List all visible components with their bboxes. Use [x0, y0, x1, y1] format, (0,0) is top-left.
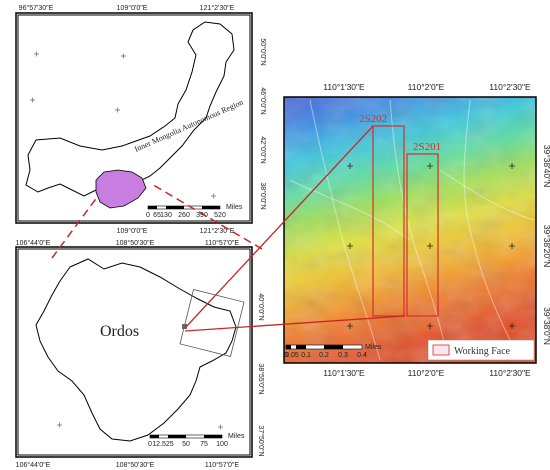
right-lat-label: 40°0'0"N	[257, 293, 265, 320]
bottom-lon-label: 121°2'30"E	[200, 227, 235, 235]
legend-swatch	[432, 344, 450, 356]
map-border	[15, 246, 253, 458]
face-label-2s202: 2S202	[359, 113, 387, 125]
scale-tick: 50	[182, 441, 190, 448]
region-label: Ordos	[100, 323, 139, 340]
top-lon-label: 106°44'0"E	[16, 239, 51, 247]
working-face-2s201	[406, 153, 439, 317]
scale-tick: 100	[216, 441, 228, 448]
scale-tick: 0.4	[357, 352, 367, 359]
right-lat-label: 38°0'0"N	[259, 182, 267, 209]
right-lat-label: 39°38'40"N	[542, 145, 550, 188]
elevation-raster	[284, 97, 536, 363]
top-lon-label: 110°57'0"E	[205, 239, 239, 247]
top-lon-label: 108°50'30"E	[116, 239, 155, 247]
bottom-lon-label: 106°44'0"E	[16, 461, 51, 469]
top-lon-label: 110°2'30"E	[489, 82, 531, 92]
scale-tick: 75	[200, 441, 208, 448]
bottom-lon-label: 110°2'0"E	[408, 368, 445, 378]
top-lon-label: 96°57'30"E	[19, 4, 54, 12]
right-lat-label: 39°38'0"N	[542, 307, 550, 345]
bottom-lon-label: 109°0'0"E	[117, 227, 148, 235]
top-lon-label: 110°2'0"E	[408, 82, 445, 92]
right-lat-label: 46°0'0"N	[259, 87, 267, 114]
map-border	[15, 12, 253, 224]
legend-label: Working Face	[454, 346, 511, 357]
right-lat-label: 39°38'20"N	[542, 225, 550, 268]
scale-tick: 0.3	[338, 352, 348, 359]
scale-tick: 260	[178, 212, 190, 219]
scale-tick: 0.1	[301, 352, 311, 359]
scale-tick: 0	[148, 441, 152, 448]
scale-tick: 0.2	[319, 352, 329, 359]
scale-tick: 0	[284, 352, 288, 359]
bottom-lon-label: 110°1'30"E	[323, 368, 365, 378]
ordos-highlight	[95, 169, 147, 209]
bottom-lon-label: 110°57'0"E	[205, 461, 239, 469]
scale-tick: 0.05	[285, 352, 299, 359]
top-lon-label: 121°2'30"E	[200, 4, 235, 12]
scale-tick: 12.525	[152, 441, 174, 448]
ordos-map: 106°44'0"E 108°50'30"E 110°57'0"E Ordos …	[0, 237, 270, 470]
face-label-2s201: 2S201	[413, 141, 441, 153]
top-lon-label: 109°0'0"E	[117, 4, 148, 12]
mine-marker	[182, 324, 187, 329]
scale-unit: Miles	[365, 344, 382, 351]
scale-unit: Miles	[228, 433, 245, 440]
right-lat-label: 50°0'0"N	[259, 38, 267, 65]
inner-mongolia-map: 96°57'30"E 109°0'0"E 121°2'30"E Inner Mo…	[0, 0, 270, 240]
scale-tick: 0	[146, 212, 150, 219]
scale-bar: 0 0.05 0.1 0.2 0.3 0.4 Miles	[284, 344, 382, 359]
scale-unit: Miles	[226, 204, 243, 211]
scale-bar: 0 12.525 50 75 100 Miles	[148, 433, 245, 448]
legend: Working Face	[427, 339, 535, 361]
right-lat-label: 42°0'0"N	[259, 136, 267, 163]
right-lat-label: 37°50'0"N	[257, 425, 265, 456]
dem-map: 110°1'30"E 110°2'0"E 110°2'30"E 2S202 2S…	[270, 70, 550, 400]
bottom-lon-label: 110°2'30"E	[489, 368, 531, 378]
scale-tick: 390	[196, 212, 208, 219]
bottom-lon-label: 108°50'30"E	[116, 461, 155, 469]
scale-tick: 520	[214, 212, 226, 219]
scale-tick: 130	[160, 212, 172, 219]
right-lat-label: 38°55'0"N	[257, 363, 265, 394]
top-lon-label: 110°1'30"E	[323, 82, 365, 92]
